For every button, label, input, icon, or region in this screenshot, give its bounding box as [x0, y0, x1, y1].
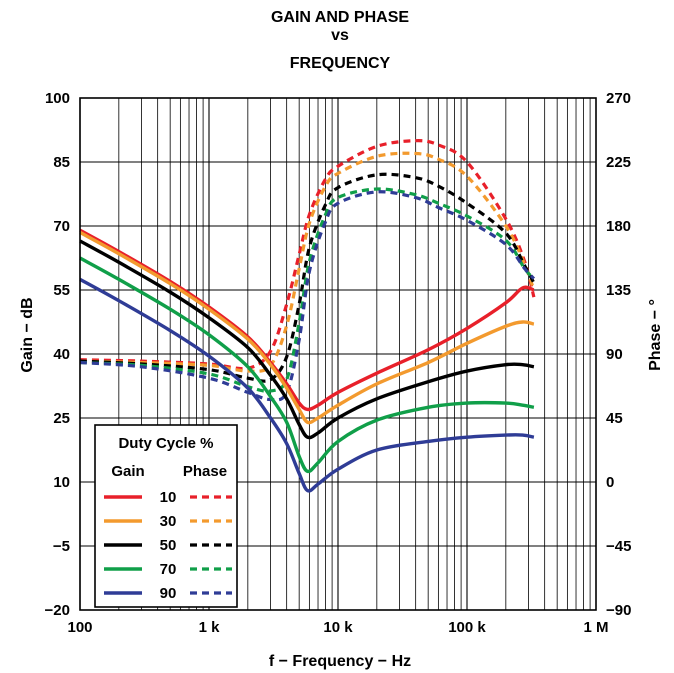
x-tick-label: 1 M	[583, 619, 608, 636]
legend-rows: 10 30 50 70 90	[104, 489, 232, 602]
x-axis-ticks: 100 1 k 10 k 100 k 1 M	[67, 619, 608, 636]
x-tick-label: 100	[67, 619, 92, 636]
gain-curve-70	[79, 256, 535, 474]
left-tick-label: 40	[53, 346, 70, 363]
x-tick-label: 1 k	[199, 619, 221, 636]
gain-curve-30	[79, 230, 535, 425]
chart-title-line-1: GAIN AND PHASE	[271, 9, 409, 26]
left-tick-label: −5	[53, 538, 70, 555]
phase-curve-70	[79, 187, 536, 393]
legend-box	[94, 424, 238, 608]
right-tick-label: 45	[606, 410, 623, 427]
phase-curve-90	[79, 190, 536, 402]
chart-title-line-3: FREQUENCY	[290, 55, 391, 72]
legend-phase-header: Phase	[183, 463, 227, 480]
legend-label-90: 90	[160, 585, 177, 602]
left-axis-label: Gain − dB	[19, 297, 36, 372]
legend-label-10: 10	[160, 489, 177, 506]
phase-curve-30	[79, 151, 536, 373]
legend-label-50: 50	[160, 537, 177, 554]
gain-curve-50	[79, 239, 535, 440]
left-tick-label: 100	[45, 90, 70, 107]
right-tick-label: −45	[606, 538, 631, 555]
right-tick-label: 90	[606, 346, 623, 363]
left-tick-label: 70	[53, 218, 70, 235]
right-tick-label: 135	[606, 282, 631, 299]
left-tick-label: 25	[53, 410, 70, 427]
legend: Duty Cycle % Gain Phase 10 30 50 70 90	[94, 424, 238, 608]
left-tick-label: 85	[53, 154, 70, 171]
right-tick-label: 0	[606, 474, 614, 491]
right-axis-label: Phase − °	[647, 299, 664, 371]
right-tick-label: 225	[606, 154, 631, 171]
left-axis-ticks: 100 85 70 55 40 25 10 −5 −20	[45, 90, 70, 619]
left-tick-label: 55	[53, 282, 70, 299]
curves	[79, 139, 536, 493]
legend-label-30: 30	[160, 513, 177, 530]
left-tick-label: −20	[45, 602, 70, 619]
x-tick-label: 10 k	[323, 619, 353, 636]
right-tick-label: 180	[606, 218, 631, 235]
phase-curve-50	[79, 172, 536, 383]
gain-curve-90	[79, 277, 535, 493]
left-tick-label: 10	[53, 474, 70, 491]
legend-title: Duty Cycle %	[118, 435, 213, 452]
plot-frame	[79, 97, 597, 611]
right-axis-ticks: 270 225 180 135 90 45 0 −45 −90	[606, 90, 631, 619]
x-axis-label: f − Frequency − Hz	[269, 653, 411, 670]
chart-title-line-2: vs	[331, 27, 349, 44]
right-tick-label: 270	[606, 90, 631, 107]
legend-gain-header: Gain	[111, 463, 144, 480]
legend-label-70: 70	[160, 561, 177, 578]
x-tick-label: 100 k	[448, 619, 486, 636]
phase-curve-10	[79, 139, 536, 371]
gain-curve-10	[79, 228, 535, 412]
right-tick-label: −90	[606, 602, 631, 619]
